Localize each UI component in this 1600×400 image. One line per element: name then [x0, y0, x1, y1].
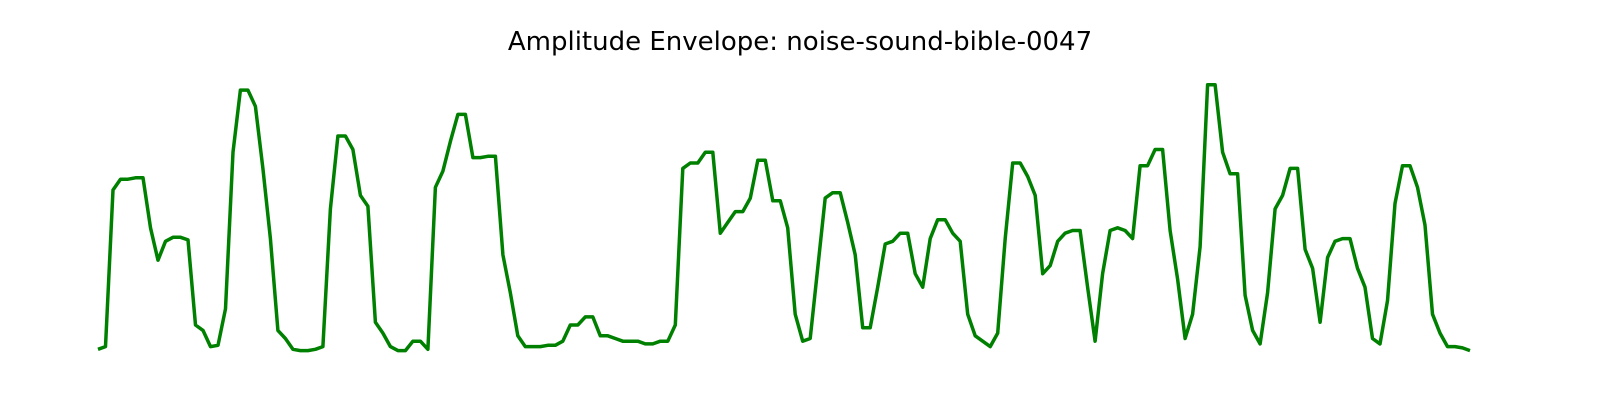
chart-title: Amplitude Envelope: noise-sound-bible-00…	[507, 27, 1093, 57]
envelope-series-line	[97, 82, 1471, 353]
plot-area	[97, 82, 1471, 353]
